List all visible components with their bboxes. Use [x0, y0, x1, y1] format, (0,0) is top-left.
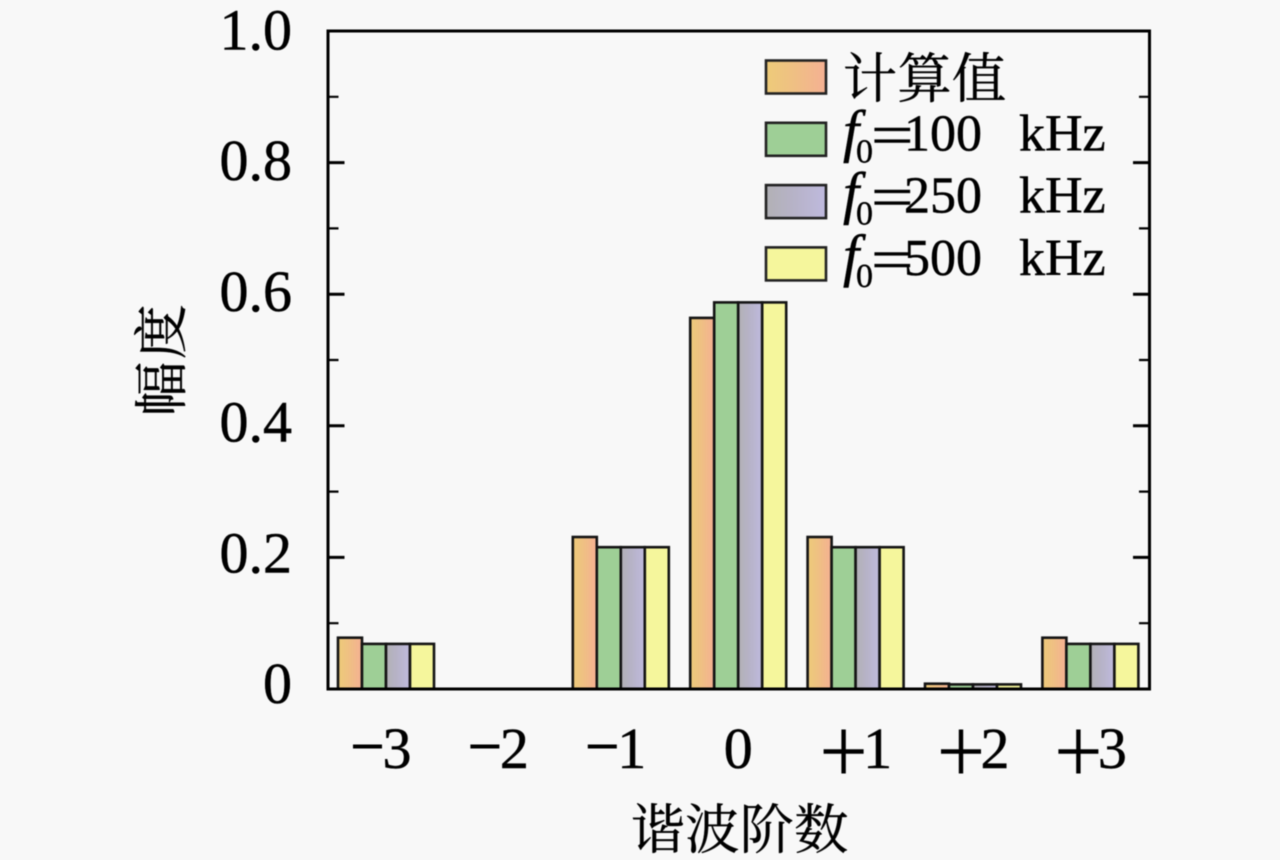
svg-text:=: = [871, 227, 914, 292]
svg-text:500: 500 [904, 230, 982, 287]
svg-text:2: 2 [500, 716, 529, 781]
svg-text:1: 1 [863, 716, 892, 781]
svg-text:0.2: 0.2 [220, 520, 293, 585]
svg-text:0: 0 [856, 196, 873, 233]
svg-text:=: = [871, 165, 914, 230]
svg-text:kHz: kHz [1019, 230, 1106, 287]
svg-text:0.6: 0.6 [220, 259, 293, 324]
svg-text:2: 2 [981, 716, 1010, 781]
svg-text:0: 0 [263, 651, 292, 716]
svg-text:0.8: 0.8 [220, 128, 293, 193]
svg-text:3: 3 [1098, 716, 1127, 781]
svg-text:250: 250 [904, 168, 982, 225]
svg-text:kHz: kHz [1019, 168, 1106, 225]
svg-text:0: 0 [856, 133, 873, 170]
svg-text:0: 0 [856, 258, 873, 295]
svg-text:=: = [871, 103, 914, 168]
svg-text:0.4: 0.4 [220, 390, 293, 455]
svg-text:3: 3 [383, 716, 412, 781]
svg-text:kHz: kHz [1019, 105, 1106, 162]
svg-text:100: 100 [904, 105, 982, 162]
svg-text:1.0: 1.0 [220, 0, 293, 63]
svg-text:0: 0 [724, 716, 753, 781]
svg-text:1: 1 [617, 716, 646, 781]
